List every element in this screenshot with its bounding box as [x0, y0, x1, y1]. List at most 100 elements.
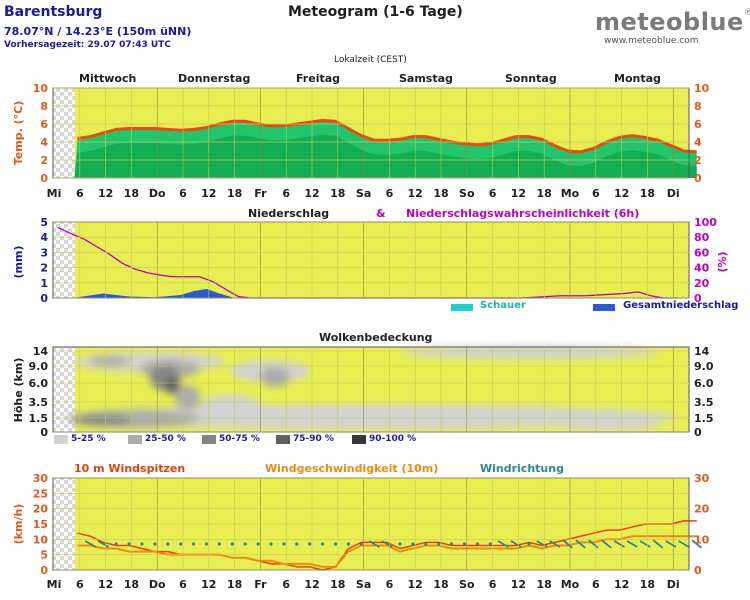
cloud-cell — [200, 395, 260, 415]
cloud-legend-swatch-3 — [202, 435, 216, 444]
precip-y-tick: 3 — [40, 246, 48, 259]
page-title: Meteogram (1-6 Tage) — [288, 4, 463, 20]
cloud-legend-swatch-2 — [128, 435, 142, 444]
cloud-y-tick-right: 14 — [694, 345, 710, 358]
wind-x-tick: 18 — [330, 578, 345, 591]
temp-x-tick: 6 — [489, 187, 497, 200]
temp-y-tick: 10 — [33, 82, 49, 95]
cloud-legend-label-5: 90-100 % — [369, 434, 417, 444]
wind-direction-marker — [437, 542, 441, 546]
wind-x-tick: Sa — [356, 578, 371, 591]
temp-x-tick: 12 — [408, 187, 423, 200]
temp-x-tick: 18 — [227, 187, 242, 200]
wind-direction-arrow — [536, 540, 548, 548]
wind-direction-marker — [308, 542, 312, 546]
day-label-1: Mittwoch — [79, 72, 137, 85]
cloud-field — [60, 345, 680, 430]
temp-right-y-tick: 2 — [694, 154, 702, 167]
wind-x-tick: 18 — [537, 578, 552, 591]
cloud-legend-label-4: 75-90 % — [293, 434, 334, 444]
wind-y2-tick: 30 — [694, 472, 710, 485]
wind-direction-marker — [140, 542, 144, 546]
precip-plot-bg — [53, 222, 689, 298]
precip-title-joiner: & — [376, 207, 386, 220]
wind-direction-arrow — [84, 540, 97, 548]
wind-direction-marker — [153, 542, 157, 546]
wind-axis-label: (km/h) — [12, 504, 25, 545]
cloud-history-mask — [53, 347, 75, 432]
wind-direction-marker — [359, 542, 363, 546]
wind-direction-arrow — [626, 540, 638, 548]
forecast-time: Vorhersagezeit: 29.07 07:43 UTC — [4, 40, 171, 50]
wind-x-tick: 18 — [227, 578, 242, 591]
cloud-cell — [560, 420, 660, 430]
temp-right-y-tick: 8 — [694, 100, 702, 113]
wind-direction-arrow — [691, 539, 702, 549]
precip-prob-title: Niederschlagswahrscheinlichkeit (6h) — [406, 207, 640, 220]
temp-x-tick: Di — [667, 187, 680, 200]
precip-title: Niederschlag — [248, 207, 330, 220]
cloud-y-tick: 3.5 — [29, 396, 49, 409]
wind-direction-arrow — [678, 540, 690, 548]
wind-dir-title: Windrichtung — [480, 462, 564, 475]
wind-x-tick: 6 — [179, 578, 187, 591]
temp-x-tick: 6 — [179, 187, 187, 200]
day-label-6: Montag — [614, 72, 661, 85]
wind-direction-arrow — [665, 540, 677, 548]
cloud-legend-swatch-5 — [352, 435, 366, 444]
brand-logo[interactable]: meteoblue® — [595, 8, 750, 36]
brand-mark: ® — [743, 8, 750, 18]
wind-direction-marker — [333, 542, 338, 546]
wind-y-tick: 25 — [33, 487, 48, 500]
temp-x-tick: 18 — [433, 187, 448, 200]
wind-direction-arrow — [601, 539, 612, 549]
temp-line — [77, 118, 697, 154]
wind-direction-marker — [411, 542, 415, 546]
wind-y-tick: 0 — [40, 564, 48, 577]
temp-right-y-tick: 4 — [694, 136, 702, 149]
cloud-axis-label: Höhe (km) — [12, 358, 25, 423]
wind-direction-arrow — [613, 540, 625, 548]
wind-direction-arrow — [549, 540, 561, 548]
precip-y-tick: 2 — [40, 262, 48, 275]
wind-x-tick: 18 — [640, 578, 655, 591]
temp-x-tick: 18 — [330, 187, 345, 200]
precip-area — [77, 288, 233, 298]
day-label-3: Freitag — [296, 72, 341, 85]
temp-right-y-tick: 0 — [694, 172, 702, 185]
shower-legend-swatch — [451, 304, 473, 311]
total-precip-legend-label: Gesamtniederschlag — [623, 300, 739, 311]
precip-y-tick: 1 — [40, 277, 48, 290]
temp-y-tick: 8 — [40, 100, 48, 113]
cloud-y-tick: 0 — [40, 426, 48, 439]
wind-direction-marker — [450, 542, 454, 546]
wind-x-tick: 12 — [408, 578, 423, 591]
temp-x-tick: 18 — [640, 187, 655, 200]
wind-y-tick: 30 — [33, 472, 49, 485]
temp-y-tick: 6 — [40, 118, 48, 131]
wind-direction-marker — [127, 542, 131, 546]
cloud-legend-label-3: 50-75 % — [219, 434, 260, 444]
wind-y-tick: 15 — [33, 518, 48, 531]
cloud-cell — [90, 356, 130, 366]
temp-x-tick: 6 — [76, 187, 84, 200]
day-label-2: Donnerstag — [178, 72, 251, 85]
wind-direction-marker — [462, 542, 467, 546]
temp-x-tick: 12 — [614, 187, 629, 200]
location-name: Barentsburg — [4, 4, 103, 20]
precip-y2-tick: 60 — [694, 246, 710, 259]
cloud-cell — [70, 415, 130, 425]
brand-url[interactable]: www.meteoblue.com — [604, 36, 699, 46]
shower-legend-label: Schauer — [480, 300, 526, 311]
precip-y-tick: 5 — [40, 216, 48, 229]
cloud-y-tick-right: 1.5 — [694, 412, 714, 425]
wind-gust-title: 10 m Windspitzen — [74, 462, 186, 475]
cloud-legend-swatch-4 — [276, 435, 290, 444]
wind-direction-arrow — [497, 540, 509, 548]
wind-direction-arrow — [652, 539, 664, 549]
wind-direction-marker — [204, 542, 209, 546]
temp-x-tick: 18 — [537, 187, 552, 200]
wind-y-tick: 5 — [40, 549, 48, 562]
wind-x-tick: 12 — [98, 578, 113, 591]
wind-direction-arrow — [562, 539, 573, 549]
